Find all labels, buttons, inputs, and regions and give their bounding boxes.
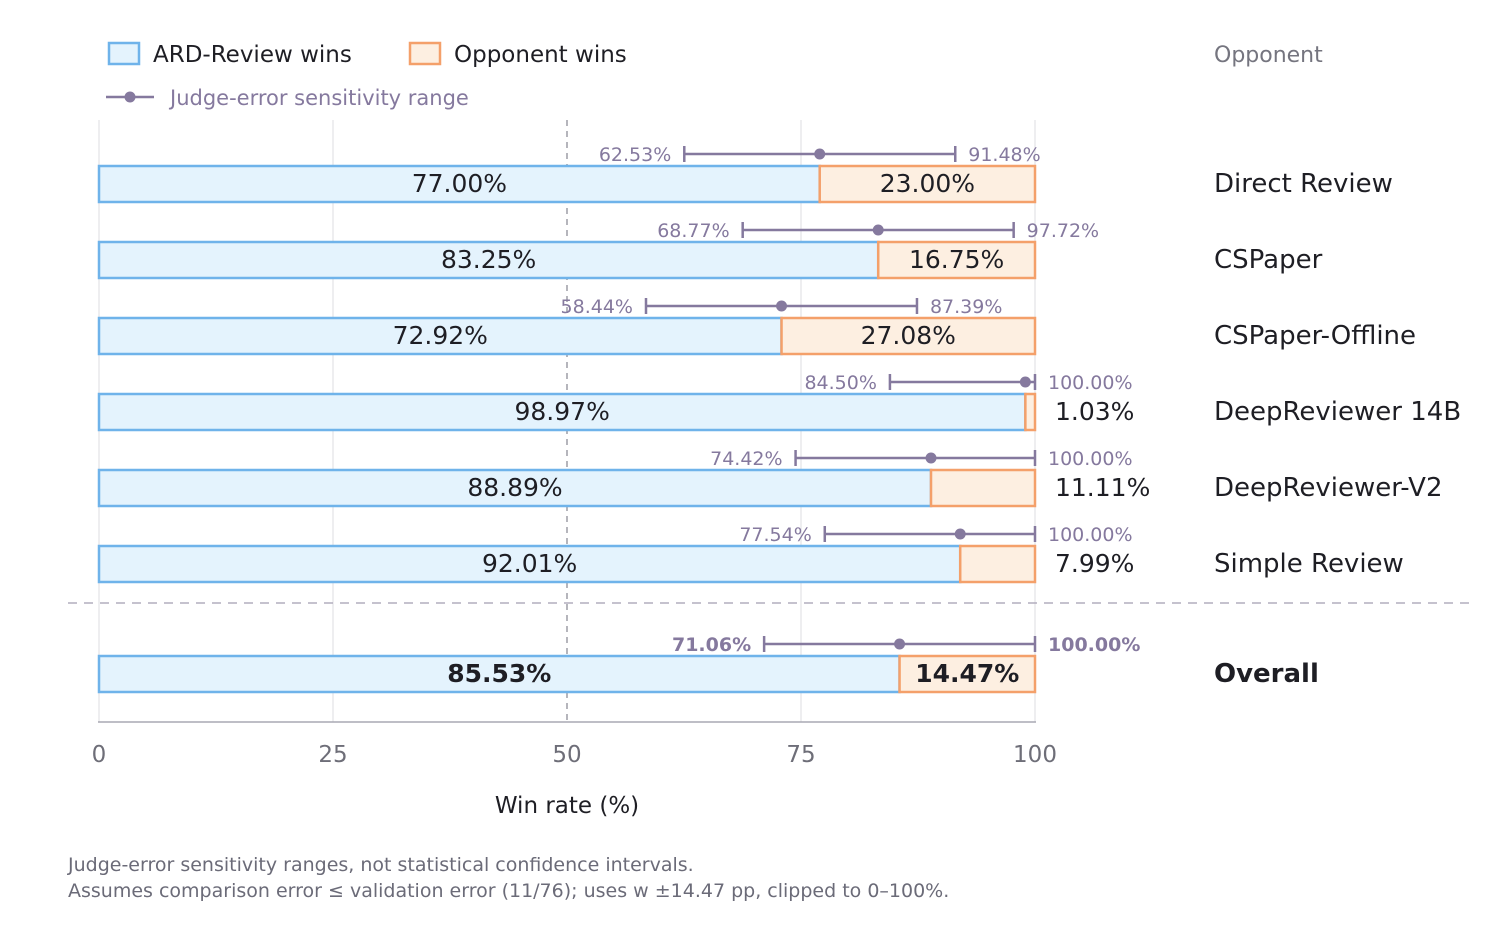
- bar-opponent-wins: [929, 468, 1037, 508]
- legend-label-range: Judge-error sensitivity range: [168, 86, 469, 110]
- range-low-label: 68.77%: [657, 220, 729, 242]
- bar-ard-wins: [97, 654, 901, 694]
- range-high-label: 97.72%: [1027, 220, 1099, 242]
- label-opponent-wins: 11.11%: [1055, 473, 1150, 502]
- range-high-label: 100.00%: [1048, 448, 1133, 470]
- category-label: DeepReviewer-V2: [1214, 473, 1443, 503]
- x-tick-label: 50: [552, 742, 581, 768]
- x-tick-label: 25: [318, 742, 347, 768]
- label-opponent-wins: 16.75%: [909, 245, 1004, 274]
- range-point: [954, 528, 966, 540]
- bar-opponent-wins: [898, 654, 1037, 694]
- range-low-label: 71.06%: [672, 634, 751, 656]
- category-label: Overall: [1214, 659, 1319, 689]
- footnote-2: Assumes comparison error ≤ validation er…: [68, 880, 950, 902]
- label-opponent-wins: 1.03%: [1055, 397, 1134, 426]
- legend-swatch-opponent: [408, 41, 442, 66]
- opponent-column-header: Opponent: [1214, 43, 1323, 68]
- label-ard-wins: 77.00%: [412, 169, 507, 198]
- x-tick-label: 100: [1013, 742, 1057, 768]
- range-point: [894, 638, 906, 650]
- range-point: [814, 148, 826, 160]
- bar-opponent-wins: [876, 240, 1037, 280]
- range-high-label: 100.00%: [1048, 634, 1140, 656]
- bar-opponent-wins: [958, 544, 1037, 584]
- label-ard-wins: 98.97%: [515, 397, 610, 426]
- legend-label-opponent: Opponent wins: [454, 42, 627, 68]
- label-ard-wins: 92.01%: [482, 549, 577, 578]
- range-low-label: 58.44%: [561, 296, 633, 318]
- label-opponent-wins: 23.00%: [880, 169, 975, 198]
- label-ard-wins: 88.89%: [467, 473, 562, 502]
- range-high-label: 100.00%: [1048, 372, 1133, 394]
- category-label: DeepReviewer 14B: [1214, 397, 1461, 427]
- bar-ard-wins: [97, 316, 783, 356]
- range-point: [776, 300, 788, 312]
- range-low-label: 74.42%: [710, 448, 782, 470]
- label-ard-wins: 85.53%: [447, 659, 551, 688]
- bar-ard-wins: [97, 392, 1027, 432]
- bar-opponent-wins: [780, 316, 1037, 356]
- range-point: [872, 224, 884, 236]
- label-opponent-wins: 14.47%: [915, 659, 1019, 688]
- label-opponent-wins: 27.08%: [861, 321, 956, 350]
- label-ard-wins: 83.25%: [441, 245, 536, 274]
- category-label: CSPaper: [1214, 245, 1323, 275]
- bar-ard-wins: [97, 240, 880, 280]
- category-label: CSPaper-Offline: [1214, 321, 1416, 351]
- range-high-label: 100.00%: [1048, 524, 1133, 546]
- footnote-1: Judge-error sensitivity ranges, not stat…: [68, 854, 694, 876]
- category-label: Direct Review: [1214, 169, 1393, 199]
- range-point: [925, 452, 937, 464]
- range-point: [1019, 376, 1031, 388]
- category-label: Simple Review: [1214, 549, 1404, 579]
- x-tick-label: 0: [92, 742, 107, 768]
- legend-swatch-range-dot: [124, 91, 136, 103]
- legend-swatch-ard: [107, 41, 141, 66]
- bar-ard-wins: [97, 468, 933, 508]
- range-high-label: 87.39%: [930, 296, 1002, 318]
- label-opponent-wins: 7.99%: [1055, 549, 1134, 578]
- x-axis-title: Win rate (%): [495, 793, 639, 819]
- bar-opponent-wins: [818, 164, 1037, 204]
- bar-ard-wins: [97, 164, 821, 204]
- range-high-label: 91.48%: [968, 144, 1040, 166]
- legend-label-ard: ARD-Review wins: [153, 42, 352, 68]
- range-low-label: 84.50%: [804, 372, 876, 394]
- label-ard-wins: 72.92%: [393, 321, 488, 350]
- x-tick-label: 75: [786, 742, 815, 768]
- range-low-label: 77.54%: [739, 524, 811, 546]
- bar-opponent-wins: [1024, 392, 1037, 432]
- range-low-label: 62.53%: [599, 144, 671, 166]
